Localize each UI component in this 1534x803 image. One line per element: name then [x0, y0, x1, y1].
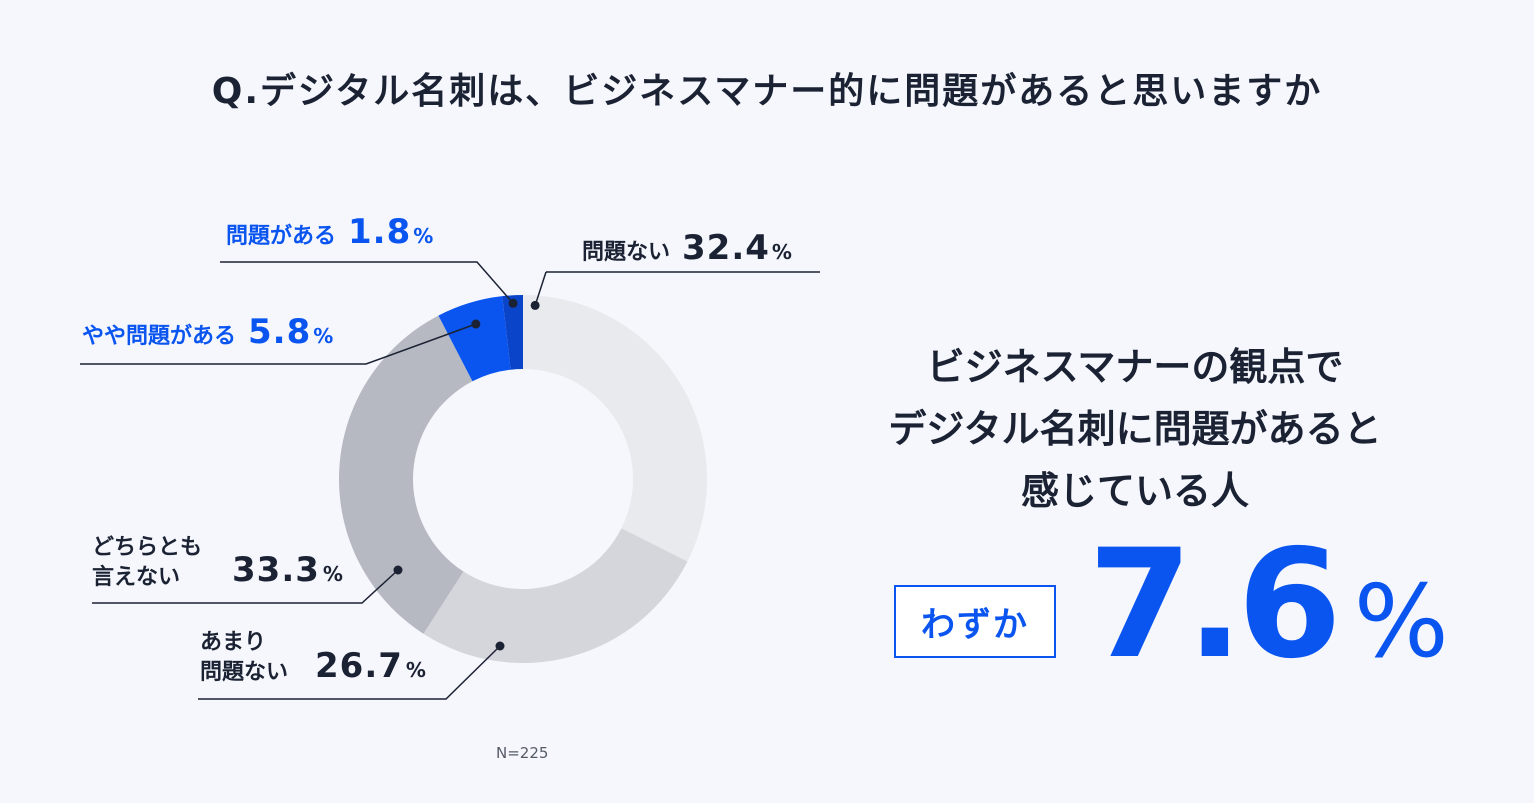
label-dochira-line1: どちらとも: [92, 535, 203, 560]
label-mondai-nai-value: 32.4: [682, 228, 770, 268]
headline-line3: 感じている人: [1020, 469, 1249, 513]
highlight-number: 7.6%: [1088, 530, 1449, 697]
label-dochira-line2: 言えない: [92, 565, 181, 590]
label-yaya: やや問題がある 5.8%: [82, 312, 333, 352]
label-mondai-aru: 問題がある 1.8%: [226, 212, 433, 252]
headline-line2: デジタル名刺に問題があると: [888, 407, 1382, 451]
label-yaya-name: やや問題がある: [82, 324, 237, 349]
badge-wazuka: わずか: [894, 585, 1056, 658]
headline-line1: ビジネスマナーの観点で: [926, 345, 1344, 389]
leader-yaya: [80, 323, 477, 365]
label-yaya-pct: %: [313, 324, 334, 348]
chart-title: Q.デジタル名刺は、ビジネスマナー的に問題があると思いますか: [211, 71, 1323, 112]
donut-slices: [339, 295, 707, 664]
label-dochira-pct: %: [322, 562, 344, 586]
label-dochira-value: 33.3: [232, 550, 320, 590]
label-amari-pct: %: [405, 658, 427, 682]
donut-slice-1: [423, 528, 688, 664]
leader-mondai-nai-tick: [534, 271, 547, 306]
label-amari-value: 26.7: [315, 646, 403, 686]
dot-yaya: [471, 319, 481, 329]
dot-dochira: [393, 565, 403, 575]
label-amari: あまり 問題ない: [200, 628, 288, 688]
donut-slice-4: [502, 295, 523, 370]
dot-mondai-nai: [530, 300, 540, 310]
label-mondai-nai-name: 問題ない: [582, 240, 671, 265]
label-mondai-nai-pct: %: [771, 240, 792, 264]
label-mondai-aru-pct: %: [413, 224, 434, 248]
highlight-value: 7.6: [1088, 518, 1342, 692]
donut-slice-3: [438, 296, 511, 382]
dot-mondai-aru: [508, 298, 518, 308]
label-mondai-aru-value: 1.8: [348, 212, 412, 252]
label-amari-value-wrap: 26.7%: [315, 646, 427, 686]
leader-amari: [198, 645, 501, 700]
label-dochira-value-wrap: 33.3%: [232, 550, 344, 590]
label-mondai-nai: 問題ない 32.4%: [582, 228, 792, 268]
label-dochira: どちらとも 言えない: [92, 533, 202, 593]
headline: ビジネスマナーの観点で デジタル名刺に問題があると 感じている人: [840, 336, 1430, 522]
leader-lines: [80, 261, 820, 700]
leader-dochira: [92, 569, 399, 604]
sample-size: N=225: [496, 744, 549, 762]
label-amari-line1: あまり: [200, 630, 267, 655]
dot-amari: [495, 641, 505, 651]
label-yaya-value: 5.8: [248, 312, 312, 352]
donut-slice-0: [523, 295, 707, 562]
donut-slice-2: [339, 315, 473, 634]
leader-mondai-aru: [220, 261, 514, 304]
highlight-pct: %: [1353, 563, 1449, 680]
label-amari-line2: 問題ない: [200, 660, 289, 685]
label-mondai-aru-name: 問題がある: [226, 224, 337, 249]
